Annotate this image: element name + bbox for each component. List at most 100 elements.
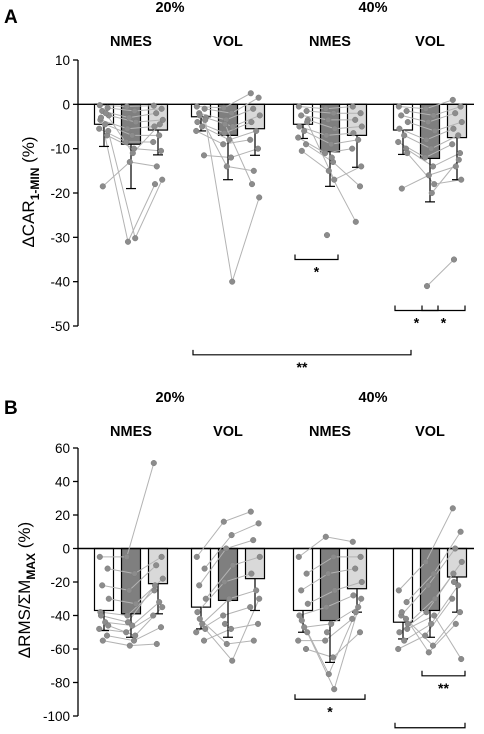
- panel-b-condition-4: VOL: [415, 424, 445, 440]
- panel-a-data-point: [102, 110, 109, 117]
- panel-a-y-tick-label: 10: [55, 53, 70, 68]
- panel-a-data-point: [193, 103, 200, 110]
- panel-b-data-point: [221, 578, 228, 586]
- panel-a-data-point: [221, 121, 229, 128]
- panel-b-data-point: [220, 518, 227, 525]
- panel-a-data-point: [256, 194, 263, 201]
- panel-a-subject-line: [426, 259, 455, 287]
- panel-b-data-point: [322, 637, 329, 644]
- panel-a-ylabel-unit: (%): [19, 136, 38, 167]
- panel-b-data-point: [355, 604, 362, 611]
- panel-a-data-point: [396, 125, 403, 132]
- panel-b-data-point: [248, 570, 255, 577]
- panel-b-data-point: [425, 582, 432, 589]
- panel-b-data-point: [130, 637, 138, 644]
- panel-b-data-point: [303, 570, 310, 577]
- panel-a-data-point: [350, 130, 357, 137]
- panel-a-data-point: [220, 104, 227, 111]
- panel-a-ylabel-main: ΔCAR: [19, 200, 38, 247]
- panel-a-data-point: [358, 163, 365, 170]
- panel-b-y-tick-label: -20: [50, 575, 70, 590]
- panel-b-data-point: [150, 612, 157, 619]
- panel-b-data-point: [159, 575, 166, 582]
- panel-a-data-point: [256, 112, 263, 119]
- panel-a-data-point: [429, 163, 437, 170]
- panel-b-data-point: [123, 629, 130, 636]
- panel-a-y-tick-label: -50: [50, 319, 70, 334]
- panel-b-data-point: [153, 562, 160, 569]
- panel-a-data-point: [304, 119, 311, 126]
- panel-a-data-point: [129, 132, 136, 139]
- panel-a-condition-2: VOL: [213, 34, 243, 50]
- panel-a-data-point: [153, 110, 160, 117]
- panel-a-data-point: [247, 136, 254, 143]
- panel-b-data-point: [229, 562, 236, 569]
- panel-a-data-point: [452, 110, 459, 117]
- panel-a-data-point: [422, 105, 429, 112]
- panel-b-data-point: [256, 595, 263, 602]
- panel-a-significance-bracket: [421, 305, 466, 312]
- panel-a-data-point: [450, 256, 458, 263]
- panel-a-data-point: [430, 112, 437, 119]
- panel-a-data-point: [431, 127, 438, 134]
- panel-b-data-point: [132, 600, 139, 607]
- panel-a-data-point: [250, 105, 257, 112]
- panel-a-data-point: [196, 112, 203, 119]
- panel-a-data-point: [455, 156, 462, 163]
- panel-b-data-point: [430, 570, 437, 577]
- panel-a-condition-4: VOL: [415, 34, 445, 50]
- panel-a-data-point: [358, 123, 365, 130]
- panel-b-data-point: [255, 520, 262, 527]
- panel-b-data-point: [458, 656, 465, 663]
- panel-b-data-point: [229, 657, 236, 664]
- panel-a-data-point: [248, 181, 256, 188]
- panel-b-data-point: [304, 600, 311, 607]
- panel-b-data-point: [404, 620, 411, 627]
- panel-b-data-point: [298, 587, 305, 594]
- panel-a-data-point: [455, 132, 462, 139]
- panel-b-data-point: [452, 620, 459, 627]
- panel-a-data-point: [296, 123, 303, 130]
- panel-b-data-point: [103, 632, 111, 639]
- panel-a-data-point: [102, 121, 109, 128]
- panel-a-data-point: [349, 103, 356, 110]
- panel-b-data-point: [456, 609, 464, 616]
- panel-a-data-point: [229, 123, 236, 130]
- panel-a-data-point: [355, 136, 362, 143]
- panel-a-data-point: [157, 147, 165, 154]
- panel-b-data-point: [123, 553, 130, 560]
- panel-a-data-point: [303, 107, 310, 115]
- panel-b-data-point: [253, 587, 260, 594]
- panel-b-data-point: [157, 624, 165, 631]
- panel-a-significance-bracket: [192, 349, 412, 356]
- panel-b-significance-label: **: [438, 680, 449, 696]
- panel-a-data-point: [248, 119, 255, 126]
- panel-b-data-point: [396, 629, 403, 636]
- panel-b-data-point: [425, 649, 432, 656]
- panel-a-data-point: [423, 283, 431, 290]
- panel-b-data-point: [220, 612, 227, 619]
- panel-b-data-point: [395, 645, 402, 653]
- panel-a-data-point: [298, 112, 305, 119]
- panel-a-y-tick-label: -20: [50, 186, 70, 201]
- panel-a-data-point: [428, 189, 435, 197]
- panel-b-data-point: [395, 587, 402, 594]
- panel-b-data-point: [99, 637, 106, 644]
- panel-b-significance-bracket: [394, 722, 466, 729]
- panel-b-data-point: [357, 553, 364, 560]
- panel-b-data-point: [302, 645, 310, 653]
- panel-a-data-point: [123, 103, 130, 110]
- panel-a-subject-line: [102, 161, 157, 187]
- panel-b-data-point: [221, 620, 229, 627]
- panel-b-y-tick-label: -100: [43, 709, 70, 724]
- panel-a-data-point: [431, 181, 438, 188]
- panel-a-subject-line: [204, 119, 260, 282]
- panel-a-significance-label: **: [297, 359, 308, 375]
- panel-a-significance-bracket: [294, 254, 339, 261]
- panel-a-data-point: [229, 278, 236, 285]
- panel-a-data-point: [457, 103, 464, 110]
- panel-a-y-tick-label: -10: [50, 142, 70, 157]
- panel-a-significance-label: *: [441, 314, 447, 330]
- panel-b-data-point: [452, 545, 459, 552]
